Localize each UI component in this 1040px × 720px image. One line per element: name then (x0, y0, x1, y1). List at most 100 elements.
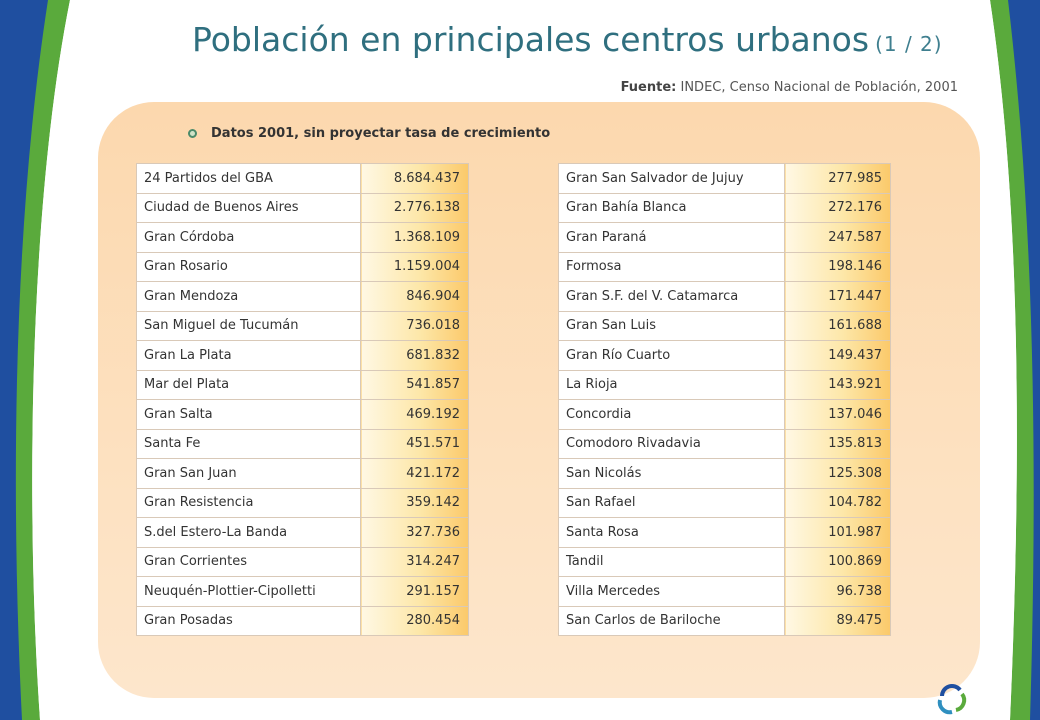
left-table-row: Gran Mendoza 846.904 (136, 281, 469, 312)
city-name-cell: Neuquén-Plottier-Cipolletti (136, 576, 361, 607)
city-name-cell: Formosa (558, 251, 785, 282)
city-name-cell: Gran San Salvador de Jujuy (558, 163, 785, 194)
population-value-cell: 314.247 (360, 546, 469, 577)
city-name-cell: La Rioja (558, 369, 785, 400)
right-table-row: La Rioja 143.921 (558, 369, 891, 400)
population-table-right: Gran San Salvador de Jujuy 277.985 Gran Ba… (558, 163, 891, 636)
population-value-cell: 469.192 (360, 399, 469, 430)
right-table-row: San Nicolás 125.308 (558, 458, 891, 489)
city-name-cell: 24 Partidos del GBA (136, 163, 361, 194)
city-name-cell: Gran Córdoba (136, 222, 361, 253)
left-table-row: Ciudad de Buenos Aires 2.776.138 (136, 192, 469, 223)
city-name-cell: San Carlos de Bariloche (558, 605, 785, 636)
right-table-row: Gran Río Cuarto 149.437 (558, 340, 891, 371)
left-table-row: Gran Resistencia 359.142 (136, 487, 469, 518)
population-value-cell: 161.688 (784, 310, 891, 341)
population-value-cell: 359.142 (360, 487, 469, 518)
population-value-cell: 96.738 (784, 576, 891, 607)
population-value-cell: 89.475 (784, 605, 891, 636)
population-value-cell: 2.776.138 (360, 192, 469, 223)
population-value-cell: 137.046 (784, 399, 891, 430)
city-name-cell: Gran Río Cuarto (558, 340, 785, 371)
city-name-cell: Gran Rosario (136, 251, 361, 282)
population-value-cell: 272.176 (784, 192, 891, 223)
population-value-cell: 171.447 (784, 281, 891, 312)
left-table-row: Gran La Plata 681.832 (136, 340, 469, 371)
population-value-cell: 280.454 (360, 605, 469, 636)
population-value-cell: 104.782 (784, 487, 891, 518)
left-table-row: Gran Córdoba 1.368.109 (136, 222, 469, 253)
gea-logo-icon (937, 684, 967, 715)
gea-logo (937, 684, 967, 715)
city-name-cell: Villa Mercedes (558, 576, 785, 607)
city-name-cell: Gran San Luis (558, 310, 785, 341)
population-value-cell: 149.437 (784, 340, 891, 371)
note-bullet: Datos 2001, sin proyectar tasa de crecim… (188, 126, 550, 141)
population-value-cell: 101.987 (784, 517, 891, 548)
left-table-row: San Miguel de Tucumán 736.018 (136, 310, 469, 341)
city-name-cell: Gran Salta (136, 399, 361, 430)
city-name-cell: Tandil (558, 546, 785, 577)
right-table-row: Gran S.F. del V. Catamarca 171.447 (558, 281, 891, 312)
right-table-row: Tandil 100.869 (558, 546, 891, 577)
population-value-cell: 327.736 (360, 517, 469, 548)
right-table-row: San Rafael 104.782 (558, 487, 891, 518)
city-name-cell: Santa Fe (136, 428, 361, 459)
right-table-row: Gran Bahía Blanca 272.176 (558, 192, 891, 223)
city-name-cell: Gran Bahía Blanca (558, 192, 785, 223)
city-name-cell: San Nicolás (558, 458, 785, 489)
left-table-row: S.del Estero-La Banda 327.736 (136, 517, 469, 548)
city-name-cell: Concordia (558, 399, 785, 430)
city-name-cell: Gran Posadas (136, 605, 361, 636)
city-name-cell: Gran San Juan (136, 458, 361, 489)
page-indicator: (1 / 2) (875, 32, 943, 56)
city-name-cell: Gran La Plata (136, 340, 361, 371)
bullet-icon (188, 129, 197, 138)
population-value-cell: 247.587 (784, 222, 891, 253)
right-table-row: Gran San Luis 161.688 (558, 310, 891, 341)
source-line: Fuente: INDEC, Censo Nacional de Poblaci… (621, 80, 958, 95)
population-value-cell: 1.368.109 (360, 222, 469, 253)
right-table-row: San Carlos de Bariloche 89.475 (558, 605, 891, 636)
right-table-row: Concordia 137.046 (558, 399, 891, 430)
right-decorative-band (960, 0, 1040, 720)
city-name-cell: Santa Rosa (558, 517, 785, 548)
left-table-row: Santa Fe 451.571 (136, 428, 469, 459)
city-name-cell: Comodoro Rivadavia (558, 428, 785, 459)
city-name-cell: Gran Mendoza (136, 281, 361, 312)
left-table-row: Gran Rosario 1.159.004 (136, 251, 469, 282)
source-label: Fuente: (620, 80, 677, 95)
left-table-row: Neuquén-Plottier-Cipolletti 291.157 (136, 576, 469, 607)
population-value-cell: 451.571 (360, 428, 469, 459)
city-name-cell: Ciudad de Buenos Aires (136, 192, 361, 223)
left-table-row: Gran Posadas 280.454 (136, 605, 469, 636)
city-name-cell: Gran Paraná (558, 222, 785, 253)
page-title: Población en principales centros urbanos… (192, 20, 943, 59)
population-value-cell: 541.857 (360, 369, 469, 400)
population-value-cell: 135.813 (784, 428, 891, 459)
population-value-cell: 8.684.437 (360, 163, 469, 194)
population-table-left: 24 Partidos del GBA 8.684.437 Ciudad de Bu… (136, 163, 469, 636)
right-table-row: Gran Paraná 247.587 (558, 222, 891, 253)
left-table-row: Gran Corrientes 314.247 (136, 546, 469, 577)
population-value-cell: 421.172 (360, 458, 469, 489)
population-value-cell: 198.146 (784, 251, 891, 282)
city-name-cell: San Rafael (558, 487, 785, 518)
source-text: INDEC, Censo Nacional de Población, 2001 (680, 80, 959, 95)
left-table-row: 24 Partidos del GBA 8.684.437 (136, 163, 469, 194)
city-name-cell: Mar del Plata (136, 369, 361, 400)
population-value-cell: 277.985 (784, 163, 891, 194)
city-name-cell: San Miguel de Tucumán (136, 310, 361, 341)
population-value-cell: 1.159.004 (360, 251, 469, 282)
city-name-cell: S.del Estero-La Banda (136, 517, 361, 548)
right-table-row: Santa Rosa 101.987 (558, 517, 891, 548)
city-name-cell: Gran Corrientes (136, 546, 361, 577)
population-value-cell: 291.157 (360, 576, 469, 607)
population-value-cell: 125.308 (784, 458, 891, 489)
right-table-row: Villa Mercedes 96.738 (558, 576, 891, 607)
left-decorative-band (0, 0, 100, 720)
population-value-cell: 100.869 (784, 546, 891, 577)
city-name-cell: Gran S.F. del V. Catamarca (558, 281, 785, 312)
population-value-cell: 846.904 (360, 281, 469, 312)
population-value-cell: 143.921 (784, 369, 891, 400)
